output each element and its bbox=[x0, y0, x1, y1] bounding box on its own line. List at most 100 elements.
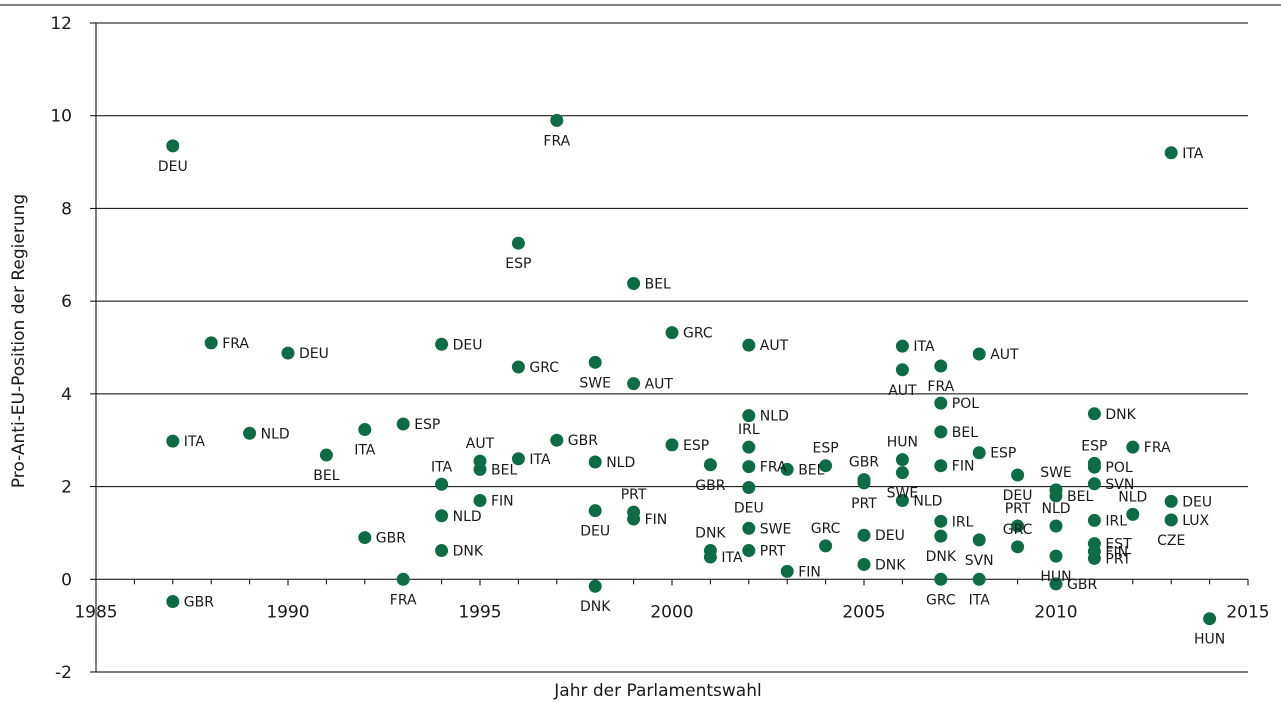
data-label: POL bbox=[1105, 460, 1132, 476]
data-point bbox=[1164, 146, 1178, 160]
data-point bbox=[166, 595, 180, 609]
data-label: GRC bbox=[926, 592, 956, 608]
data-label: BEL bbox=[798, 462, 824, 478]
data-label: ESP bbox=[683, 438, 709, 454]
x-axis-title: Jahr der Parlamentswahl bbox=[553, 681, 761, 701]
data-label: ESP bbox=[1081, 438, 1107, 454]
data-label: DNK bbox=[695, 526, 726, 542]
data-point bbox=[396, 417, 410, 431]
data-point bbox=[1011, 519, 1025, 533]
data-point bbox=[703, 550, 717, 564]
data-label: FRA bbox=[222, 336, 249, 352]
data-point bbox=[435, 544, 449, 558]
data-label: FRA bbox=[543, 133, 570, 149]
data-point bbox=[742, 409, 756, 423]
data-point bbox=[972, 347, 986, 361]
y-tick-label: 0 bbox=[61, 570, 72, 590]
data-point bbox=[435, 509, 449, 523]
y-tick-label: 8 bbox=[61, 199, 72, 219]
data-point bbox=[473, 493, 487, 507]
data-label: DNK bbox=[1105, 407, 1136, 423]
data-point bbox=[742, 440, 756, 454]
data-point bbox=[780, 462, 794, 476]
data-point bbox=[511, 452, 525, 466]
x-tick-label: 1985 bbox=[74, 602, 117, 622]
data-label: GBR bbox=[695, 478, 725, 494]
data-label: GRC bbox=[811, 521, 841, 537]
data-point bbox=[703, 458, 717, 472]
x-tick-label: 2000 bbox=[650, 602, 693, 622]
data-point bbox=[1087, 513, 1101, 527]
data-point bbox=[1049, 549, 1063, 563]
y-tick-label: 6 bbox=[61, 292, 72, 312]
data-label: FRA bbox=[760, 460, 787, 476]
data-label: AUT bbox=[466, 436, 495, 452]
data-label: ITA bbox=[529, 452, 551, 468]
data-labels: DEU ITA GBR FRA NLD DEU BEL ITA GBR ESP FRA DEU ITA N… bbox=[158, 133, 1225, 647]
data-label: HUN bbox=[1040, 569, 1071, 585]
data-label: AUT bbox=[760, 338, 789, 354]
data-label: FIN bbox=[952, 459, 975, 475]
data-label: SWE bbox=[887, 486, 919, 502]
data-label: GBR bbox=[376, 531, 406, 547]
data-label: ESP bbox=[414, 417, 440, 433]
data-point bbox=[1087, 407, 1101, 421]
data-point bbox=[934, 459, 948, 473]
data-point bbox=[934, 359, 948, 373]
data-label: FIN bbox=[645, 512, 668, 528]
data-point bbox=[895, 493, 909, 507]
data-point bbox=[435, 477, 449, 491]
data-point bbox=[204, 336, 218, 350]
data-label: ITA bbox=[354, 443, 376, 459]
data-label: ITA bbox=[721, 550, 743, 566]
data-point bbox=[934, 396, 948, 410]
data-point bbox=[1087, 460, 1101, 474]
data-label: AUT bbox=[888, 383, 917, 399]
data-label: DEU bbox=[299, 346, 329, 362]
data-label: ESP bbox=[990, 446, 1016, 462]
data-point bbox=[972, 446, 986, 460]
data-point bbox=[1126, 440, 1140, 454]
data-label: GRC bbox=[1003, 522, 1033, 538]
data-label: DNK bbox=[875, 557, 906, 573]
data-label: AUT bbox=[990, 347, 1019, 363]
data-label: FRA bbox=[390, 592, 417, 608]
data-label: GBR bbox=[568, 433, 598, 449]
data-point bbox=[319, 448, 333, 462]
data-label: DEU bbox=[580, 524, 610, 540]
data-point bbox=[473, 462, 487, 476]
data-point bbox=[550, 433, 564, 447]
data-point bbox=[1087, 551, 1101, 565]
data-label: IRL bbox=[952, 514, 974, 530]
data-point bbox=[511, 236, 525, 250]
data-label: GBR bbox=[1067, 577, 1097, 593]
data-point bbox=[627, 277, 641, 291]
data-label: GBR bbox=[184, 595, 214, 611]
data-point bbox=[166, 434, 180, 448]
data-label: FIN bbox=[491, 493, 514, 509]
data-point bbox=[895, 339, 909, 353]
data-label: ITA bbox=[184, 434, 206, 450]
data-point bbox=[934, 425, 948, 439]
data-label: PRT bbox=[1105, 551, 1131, 567]
data-point bbox=[588, 455, 602, 469]
data-label: DEU bbox=[875, 528, 905, 544]
x-tick-label: 1995 bbox=[458, 602, 501, 622]
data-label: ESP bbox=[813, 441, 839, 457]
axes bbox=[90, 22, 1249, 673]
data-point bbox=[588, 504, 602, 518]
data-label: GRC bbox=[683, 326, 713, 342]
data-point bbox=[588, 355, 602, 369]
data-label: PRT bbox=[760, 544, 786, 560]
data-point bbox=[857, 557, 871, 571]
data-point bbox=[742, 521, 756, 535]
data-point bbox=[934, 514, 948, 528]
data-label: NLD bbox=[913, 493, 942, 509]
data-point bbox=[588, 579, 602, 593]
data-label: HUN bbox=[887, 435, 918, 451]
data-point bbox=[435, 337, 449, 351]
data-label: PRT bbox=[851, 496, 877, 512]
data-label: FIN bbox=[1105, 544, 1128, 560]
data-label: DEU bbox=[1003, 488, 1033, 504]
y-tick-label: 2 bbox=[61, 478, 72, 498]
